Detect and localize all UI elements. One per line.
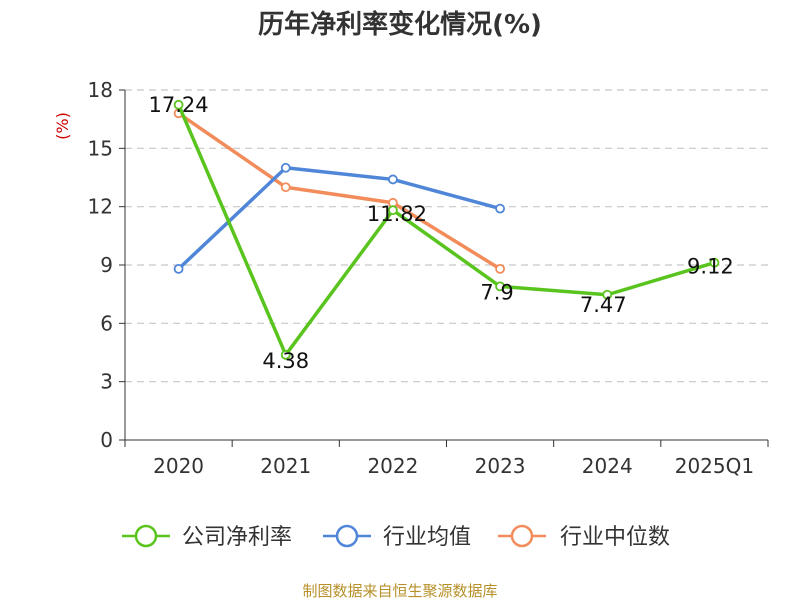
axes: 0 3 6 9 12 15 18 2020 2021 2022 2023 2024 2025Q1 [88, 78, 769, 478]
chart-title: 历年净利率变化情况(%) [258, 9, 542, 40]
data-point [495, 281, 505, 292]
data-point [388, 205, 398, 216]
data-labels: 17.24 4.38 11.82 7.9 7.47 9.12 [149, 93, 734, 373]
data-point [173, 99, 184, 110]
data-point [280, 349, 291, 360]
data-point [280, 162, 291, 173]
data-point [495, 203, 505, 214]
series-line [176, 104, 715, 357]
data-label: 11.82 [367, 202, 427, 226]
legend-label: 公司净利率 [182, 525, 292, 550]
data-label: 7.9 [480, 280, 513, 304]
y-tick-label: 3 [100, 370, 113, 394]
x-tick-label: 2022 [367, 454, 418, 478]
data-point [709, 257, 720, 268]
x-tick-label: 2023 [475, 454, 526, 478]
series-line [177, 111, 502, 271]
data-point [173, 263, 184, 274]
legend-marker [510, 524, 534, 548]
legend-label: 行业均值 [383, 525, 471, 550]
data-point [495, 263, 505, 274]
y-tick-label: 18 [88, 78, 113, 102]
source-note: 制图数据来自恒生聚源数据库 [302, 582, 497, 600]
y-tick-label: 12 [88, 195, 113, 219]
y-tick-label: 6 [100, 311, 113, 335]
data-label: 7.47 [580, 293, 627, 317]
series-lines [173, 99, 720, 360]
x-tick-label: 2020 [153, 454, 204, 478]
data-label: 17.24 [149, 93, 209, 117]
series-line [177, 166, 501, 271]
x-tick-label: 2024 [582, 454, 633, 478]
x-tick-label: 2021 [260, 454, 311, 478]
data-point [388, 174, 398, 185]
data-label: 4.38 [262, 349, 309, 373]
data-point [602, 289, 613, 300]
legend-label: 行业中位数 [560, 525, 670, 550]
data-point [280, 182, 291, 193]
data-label: 9.12 [687, 255, 734, 279]
y-tick-label: 9 [100, 253, 113, 277]
legend: 公司净利率 行业均值 行业中位数 [122, 524, 670, 550]
y-axis-unit-label: (%) [53, 112, 72, 140]
x-tick-label: 2025Q1 [675, 454, 754, 478]
legend-marker [335, 524, 359, 548]
legend-marker [134, 524, 158, 548]
y-tick-label: 0 [100, 428, 113, 452]
y-tick-label: 15 [88, 136, 113, 160]
